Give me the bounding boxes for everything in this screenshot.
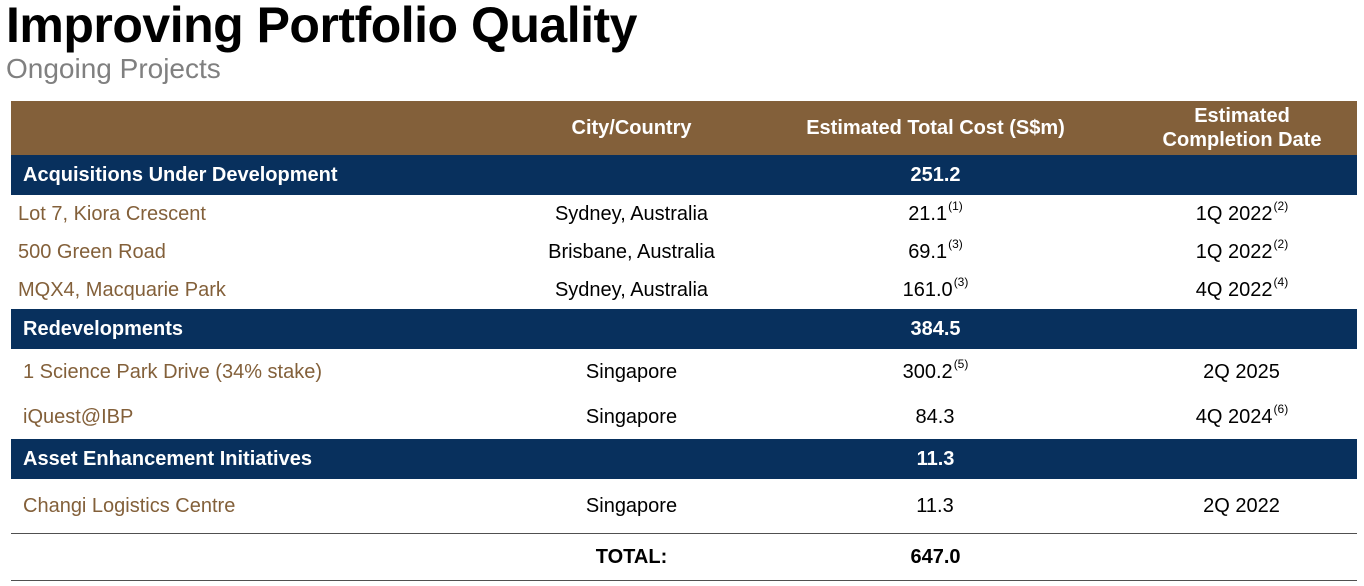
table-header-row: City/Country Estimated Total Cost (S$m) …: [11, 101, 1357, 155]
footnote-ref: (4): [1273, 275, 1289, 289]
footnote-ref: (2): [1273, 237, 1289, 251]
total-bottom-rule: [11, 580, 1357, 581]
total-top-rule: [11, 533, 1357, 534]
project-name: Lot 7, Kiora Crescent: [18, 202, 206, 225]
city-country: Brisbane, Australia: [548, 240, 715, 263]
project-name: Changi Logistics Centre: [23, 494, 236, 517]
section-total: 11.3: [916, 447, 955, 470]
completion-date: 4Q 2024 (6): [1195, 402, 1289, 428]
header-estimated-completion-date: Estimated Completion Date: [1162, 105, 1322, 151]
footnote-ref: (6): [1273, 402, 1289, 416]
footnote-ref: (5): [953, 357, 969, 371]
project-name: 500 Green Road: [18, 240, 166, 263]
table-row: 500 Green Road Brisbane, Australia 69.1(…: [11, 233, 1357, 271]
section-row-asset-enhancement: Asset Enhancement Initiatives 11.3: [11, 439, 1357, 479]
completion-date: 4Q 2022 (4): [1195, 275, 1289, 301]
section-label: Asset Enhancement Initiatives: [23, 447, 312, 470]
project-name: 1 Science Park Drive (34% stake): [23, 360, 323, 383]
total-value: 647.0: [910, 545, 961, 568]
footnote-ref: (2): [1273, 199, 1289, 213]
completion-date: 1Q 2022 (2): [1195, 199, 1289, 225]
section-total: 384.5: [910, 317, 961, 340]
section-row-acquisitions: Acquisitions Under Development 251.2: [11, 155, 1357, 195]
section-row-redevelopments: Redevelopments 384.5: [11, 309, 1357, 349]
estimated-cost: 84.3: [915, 405, 955, 428]
project-name: iQuest@IBP: [23, 405, 134, 428]
section-label: Acquisitions Under Development: [23, 163, 338, 186]
table-row: iQuest@IBP Singapore 84.3 4Q 2024 (6): [11, 395, 1357, 439]
table-row: Changi Logistics Centre Singapore 11.3 2…: [11, 479, 1357, 533]
estimated-cost: 69.1 (3): [908, 237, 963, 263]
city-country: Singapore: [585, 360, 678, 383]
estimated-cost: 11.3: [916, 494, 954, 517]
city-country: Singapore: [585, 494, 678, 517]
estimated-cost: 161.0 (3): [902, 275, 969, 301]
footnote-ref: (3): [953, 275, 969, 289]
page-subtitle: Ongoing Projects: [6, 53, 221, 84]
project-name: MQX4, Macquarie Park: [18, 278, 226, 301]
footnote-ref: (3): [948, 237, 963, 251]
completion-date: 2Q 2022: [1203, 494, 1280, 517]
total-label: TOTAL:: [595, 545, 668, 568]
section-total: 251.2: [910, 163, 961, 186]
table-row: MQX4, Macquarie Park Sydney, Australia 1…: [11, 271, 1357, 309]
section-label: Redevelopments: [23, 317, 184, 340]
table-row: Lot 7, Kiora Crescent Sydney, Australia …: [11, 195, 1357, 233]
footnote-ref: (1): [948, 199, 963, 213]
city-country: Sydney, Australia: [554, 278, 709, 301]
projects-table: City/Country Estimated Total Cost (S$m) …: [11, 101, 1357, 581]
header-estimated-total-cost: Estimated Total Cost (S$m): [806, 117, 1065, 139]
city-country: Singapore: [585, 405, 678, 428]
table-row: 1 Science Park Drive (34% stake) Singapo…: [11, 349, 1357, 395]
estimated-cost: 21.1 (1): [908, 199, 963, 225]
header-city-country: City/Country: [571, 117, 692, 139]
estimated-cost: 300.2 (5): [902, 357, 969, 383]
completion-date: 1Q 2022 (2): [1195, 237, 1289, 263]
city-country: Sydney, Australia: [554, 202, 709, 225]
completion-date: 2Q 2025: [1203, 360, 1280, 383]
total-row: TOTAL: 647.0: [11, 534, 1357, 580]
page-title: Improving Portfolio Quality: [6, 0, 637, 53]
